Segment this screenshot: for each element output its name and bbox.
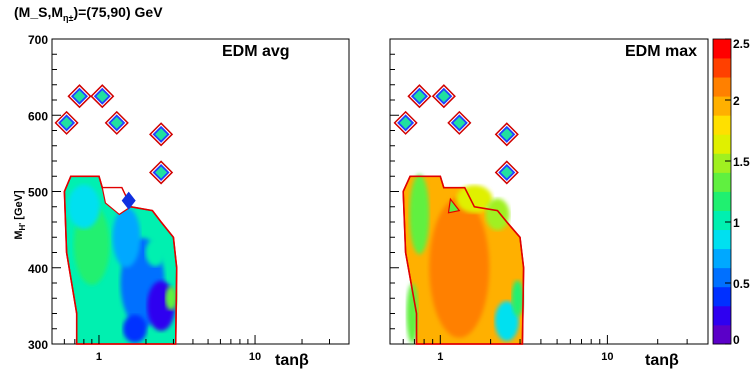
colorbar-segment	[713, 77, 731, 97]
contour-patch	[89, 301, 122, 342]
x-axis-label-right: tanβ	[645, 352, 679, 369]
colorbar-tick-label: 1.5	[733, 155, 750, 169]
colorbar-segment	[713, 210, 731, 231]
y-tick-label: 600	[28, 109, 48, 123]
colorbar-segment	[713, 96, 731, 116]
diamond-core	[500, 166, 513, 179]
colorbar-segment	[713, 229, 731, 250]
contour-patch	[122, 314, 147, 343]
x-tick-label: 10	[249, 351, 261, 363]
colorbar-frame	[712, 38, 732, 345]
diamond-core	[110, 116, 123, 129]
axes-left: 300 400 500 600 700 1 10	[28, 33, 350, 363]
y-tick-label: 400	[28, 262, 48, 276]
contour-patch	[145, 238, 166, 267]
contours-left	[63, 175, 178, 345]
diamond-core	[399, 116, 412, 129]
colorbar-segment	[713, 286, 731, 307]
diamond-core	[60, 116, 73, 129]
y-axis-label: MH' [GeV]	[13, 190, 27, 240]
contour-patch	[406, 283, 419, 344]
contour-island	[447, 197, 461, 214]
contour-patch	[494, 301, 519, 342]
contour-border	[402, 175, 525, 345]
contour-patch	[165, 286, 178, 311]
contour-patch	[485, 198, 510, 231]
diamond-core	[453, 116, 466, 129]
panel-label-right: EDM max	[625, 43, 697, 60]
diamond-core	[500, 128, 513, 141]
colorbar-tick-label: 0	[733, 333, 740, 347]
colorbar-segment	[713, 172, 731, 192]
panel-left: EDM avg 300 400 500 600 700 1 10	[28, 33, 350, 363]
colorbar-segment	[713, 305, 731, 326]
diamond-core	[155, 128, 168, 141]
contour-patch	[456, 185, 493, 214]
colorbar-segment	[713, 39, 731, 59]
axes-right: 1 10	[389, 38, 709, 363]
colorbar-tick-label: 1	[733, 216, 740, 230]
colorbar: 0 0.5 1 1.5 2 2.5	[712, 37, 750, 347]
x-tick-label: 10	[601, 351, 613, 363]
x-tick-label: 1	[96, 351, 102, 363]
y-tick-label: 700	[28, 33, 48, 47]
x-axis-label-left: tanβ	[275, 352, 309, 369]
contour-hole	[101, 187, 132, 216]
y-tick-label: 500	[28, 186, 48, 200]
contour-patch	[511, 280, 524, 317]
colorbar-tick-label: 2.5	[733, 37, 750, 51]
diamond-core	[96, 90, 109, 103]
diamond-core	[413, 90, 426, 103]
panel-label-left: EDM avg	[222, 43, 290, 60]
colorbar-tick-label: 0.5	[733, 277, 750, 291]
x-tick-label: 1	[437, 351, 443, 363]
contour-patch	[429, 197, 490, 338]
diamond-core	[437, 90, 450, 103]
diamond-solid	[121, 191, 136, 210]
colorbar-segment	[713, 191, 731, 211]
colorbar-segment	[713, 58, 731, 78]
colorbar-segment	[713, 134, 731, 154]
contour-patch	[409, 174, 430, 255]
figure-title: (M_S,Mη±)=(75,90) GeV	[14, 4, 163, 23]
contour-patch	[112, 207, 141, 268]
diamond-core	[73, 90, 86, 103]
colorbar-segment	[713, 324, 731, 345]
colorbar-segment	[713, 267, 731, 288]
colorbar-segment	[713, 153, 731, 173]
colorbar-tick-label: 2	[733, 94, 740, 108]
diamond-core	[155, 166, 168, 179]
panel-right: EDM max 1 10	[389, 38, 709, 363]
contour-patch	[67, 184, 100, 229]
colorbar-segment	[713, 248, 731, 269]
colorbar-segment	[713, 115, 731, 135]
diamonds-right	[393, 84, 519, 185]
diamonds-left	[54, 84, 174, 210]
contours-right	[402, 174, 525, 345]
y-tick-label: 300	[28, 338, 48, 352]
